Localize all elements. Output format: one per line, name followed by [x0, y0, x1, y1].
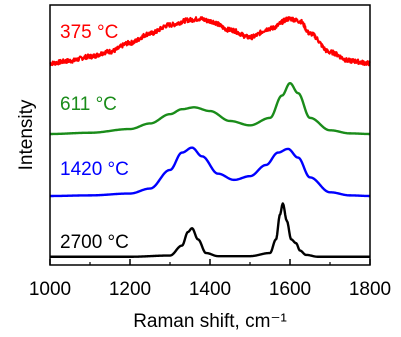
x-tick-label-1200: 1200 [109, 279, 151, 300]
x-tick-label-1400: 1400 [189, 279, 231, 300]
x-ticks: 1000 1200 1400 1600 1800 [29, 259, 391, 300]
series-label-375-c: 375 °C [60, 22, 118, 43]
series-layer [49, 16, 371, 258]
y-axis-label: Intensity [16, 99, 37, 170]
x-tick-label-1800: 1800 [349, 279, 391, 300]
x-tick-label-1600: 1600 [269, 279, 311, 300]
x-axis-label: Raman shift, cm⁻¹ [133, 311, 287, 332]
series-line-611-c [49, 81, 371, 136]
series-label-611-c: 611 °C [60, 94, 117, 115]
x-tick-label-1000: 1000 [29, 279, 71, 300]
series-label-2700-c: 2700 °C [60, 232, 129, 253]
series-line-375-c [49, 16, 371, 67]
series-line-1420-c [49, 146, 371, 198]
series-label-1420-c: 1420 °C [60, 159, 129, 180]
series-labels: 375 °C 611 °C 1420 °C 2700 °C [60, 22, 129, 253]
series-line-2700-c [49, 202, 371, 258]
